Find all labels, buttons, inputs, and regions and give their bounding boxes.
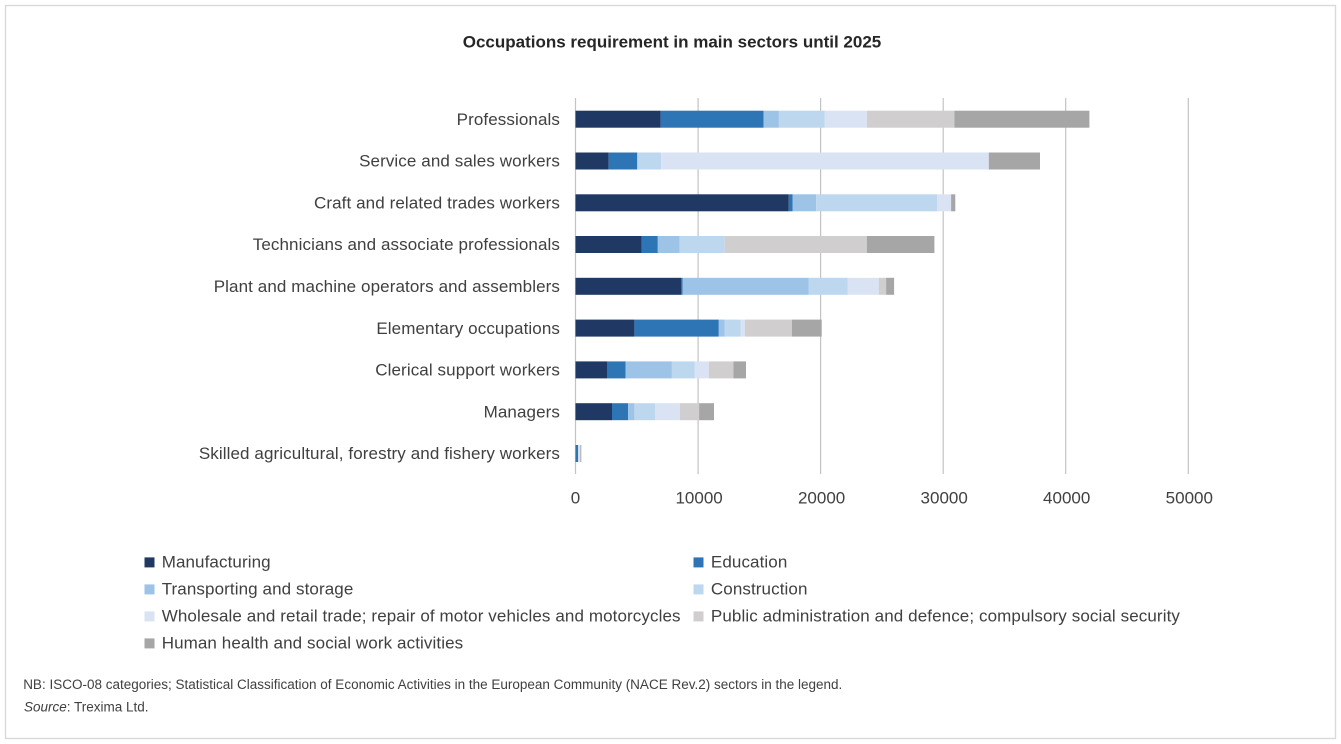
- svg-text:50000: 50000: [1166, 489, 1213, 508]
- svg-text:Professionals: Professionals: [457, 110, 560, 129]
- svg-text:0: 0: [571, 489, 580, 508]
- svg-text:Manufacturing: Manufacturing: [162, 552, 271, 571]
- svg-text:Construction: Construction: [711, 579, 808, 598]
- svg-text:40000: 40000: [1043, 489, 1090, 508]
- svg-text:NB: ISCO-08 categories; Statis: NB: ISCO-08 categories; Statistical Clas…: [23, 677, 842, 692]
- svg-text:Craft and related trades worke: Craft and related trades workers: [314, 193, 560, 212]
- svg-text:Human health and social work a: Human health and social work activities: [162, 633, 464, 652]
- svg-text:Technicians and associate prof: Technicians and associate professionals: [253, 235, 560, 254]
- svg-text:Skilled agricultural, forestry: Skilled agricultural, forestry and fishe…: [199, 444, 560, 463]
- svg-text:Public administration and defe: Public administration and defence; compu…: [711, 606, 1181, 625]
- svg-text:Plant and machine operators an: Plant and machine operators and assemble…: [214, 277, 560, 296]
- svg-text:10000: 10000: [675, 489, 722, 508]
- svg-text:30000: 30000: [921, 489, 968, 508]
- svg-text:20000: 20000: [798, 489, 845, 508]
- svg-text:Clerical support workers: Clerical support workers: [375, 361, 560, 380]
- svg-text:Service and sales workers: Service and sales workers: [359, 152, 560, 171]
- svg-text:Wholesale and retail trade; re: Wholesale and retail trade; repair of mo…: [162, 606, 681, 625]
- svg-text:Education: Education: [711, 552, 788, 571]
- svg-text:Transporting and storage: Transporting and storage: [162, 579, 354, 598]
- svg-text:Elementary occupations: Elementary occupations: [376, 319, 560, 338]
- svg-text:Source: Trexima Ltd.: Source: Trexima Ltd.: [24, 700, 149, 715]
- svg-text:Managers: Managers: [484, 402, 560, 421]
- svg-text:Occupations requirement in mai: Occupations requirement in main sectors …: [463, 33, 882, 52]
